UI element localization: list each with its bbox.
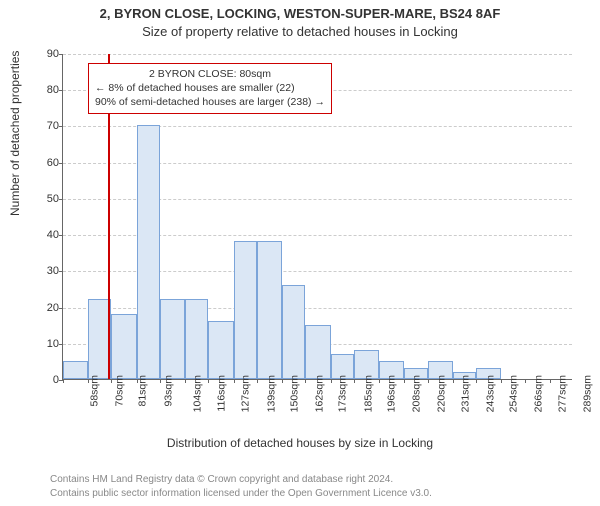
x-tick-mark — [88, 379, 89, 383]
x-tick-mark — [111, 379, 112, 383]
x-tick-mark — [331, 379, 332, 383]
y-tick-label: 40 — [33, 229, 59, 241]
x-tick-label: 93sqm — [162, 375, 174, 407]
y-tick-mark — [59, 90, 63, 91]
chart-plot-area: 010203040506070809058sqm70sqm81sqm93sqm1… — [62, 54, 572, 380]
histogram-bar — [234, 241, 257, 379]
x-tick-label: 116sqm — [216, 375, 228, 412]
y-tick-label: 30 — [33, 265, 59, 277]
x-tick-mark — [282, 379, 283, 383]
x-tick-label: 139sqm — [265, 375, 277, 412]
x-tick-mark — [476, 379, 477, 383]
x-tick-mark — [354, 379, 355, 383]
histogram-bar — [63, 361, 88, 379]
histogram-bar — [160, 299, 185, 379]
y-tick-label: 50 — [33, 193, 59, 205]
footer-line-1: Contains HM Land Registry data © Crown c… — [50, 473, 432, 487]
x-tick-label: 81sqm — [137, 375, 149, 407]
y-tick-label: 60 — [33, 157, 59, 169]
y-tick-mark — [59, 235, 63, 236]
y-tick-mark — [59, 163, 63, 164]
x-tick-mark — [453, 379, 454, 383]
x-tick-label: 104sqm — [191, 375, 203, 412]
footer-line-2: Contains public sector information licen… — [50, 487, 432, 501]
histogram-bar — [111, 314, 136, 379]
x-tick-label: 208sqm — [410, 375, 422, 412]
y-axis-label: Number of detached properties — [8, 51, 22, 216]
y-tick-label: 20 — [33, 302, 59, 314]
x-tick-label: 254sqm — [507, 375, 519, 412]
x-tick-label: 70sqm — [114, 375, 126, 407]
x-tick-label: 58sqm — [89, 375, 101, 407]
x-tick-mark — [305, 379, 306, 383]
x-tick-label: 277sqm — [556, 375, 568, 412]
x-tick-label: 127sqm — [240, 375, 252, 412]
chart-title-line-1: 2, BYRON CLOSE, LOCKING, WESTON-SUPER-MA… — [0, 6, 600, 21]
histogram-bar — [137, 125, 160, 379]
annotation-line: 90% of semi-detached houses are larger (… — [95, 95, 325, 109]
y-tick-label: 70 — [33, 120, 59, 132]
x-tick-label: 289sqm — [581, 375, 593, 412]
x-tick-mark — [160, 379, 161, 383]
x-tick-mark — [525, 379, 526, 383]
x-tick-label: 243sqm — [484, 375, 496, 412]
y-tick-mark — [59, 199, 63, 200]
x-tick-mark — [257, 379, 258, 383]
histogram-bar — [305, 325, 330, 379]
x-tick-label: 173sqm — [337, 375, 349, 412]
x-tick-mark — [185, 379, 186, 383]
y-tick-mark — [59, 271, 63, 272]
x-tick-mark — [404, 379, 405, 383]
annotation-box: 2 BYRON CLOSE: 80sqm← 8% of detached hou… — [88, 63, 332, 114]
footer-attribution: Contains HM Land Registry data © Crown c… — [50, 473, 432, 500]
x-tick-label: 185sqm — [362, 375, 374, 412]
x-tick-mark — [501, 379, 502, 383]
y-tick-mark — [59, 54, 63, 55]
histogram-bar — [257, 241, 282, 379]
x-axis-label: Distribution of detached houses by size … — [0, 436, 600, 450]
chart-title-line-2: Size of property relative to detached ho… — [0, 24, 600, 39]
y-tick-label: 90 — [33, 48, 59, 60]
x-tick-mark — [428, 379, 429, 383]
x-tick-mark — [234, 379, 235, 383]
x-tick-mark — [63, 379, 64, 383]
x-tick-label: 196sqm — [385, 375, 397, 412]
grid-line — [63, 54, 572, 55]
x-tick-label: 220sqm — [436, 375, 448, 412]
x-tick-label: 150sqm — [288, 375, 300, 412]
annotation-line: 2 BYRON CLOSE: 80sqm — [95, 67, 325, 81]
histogram-bar — [208, 321, 233, 379]
y-tick-label: 80 — [33, 84, 59, 96]
y-tick-label: 10 — [33, 338, 59, 350]
histogram-bar — [185, 299, 208, 379]
x-tick-mark — [379, 379, 380, 383]
x-tick-mark — [550, 379, 551, 383]
x-tick-label: 266sqm — [533, 375, 545, 412]
y-tick-mark — [59, 308, 63, 309]
x-tick-label: 231sqm — [459, 375, 471, 412]
y-tick-mark — [59, 344, 63, 345]
y-tick-mark — [59, 126, 63, 127]
y-tick-label: 0 — [33, 374, 59, 386]
x-tick-mark — [208, 379, 209, 383]
x-tick-mark — [137, 379, 138, 383]
annotation-line: ← 8% of detached houses are smaller (22) — [95, 81, 325, 95]
histogram-bar — [282, 285, 305, 379]
x-tick-label: 162sqm — [314, 375, 326, 412]
